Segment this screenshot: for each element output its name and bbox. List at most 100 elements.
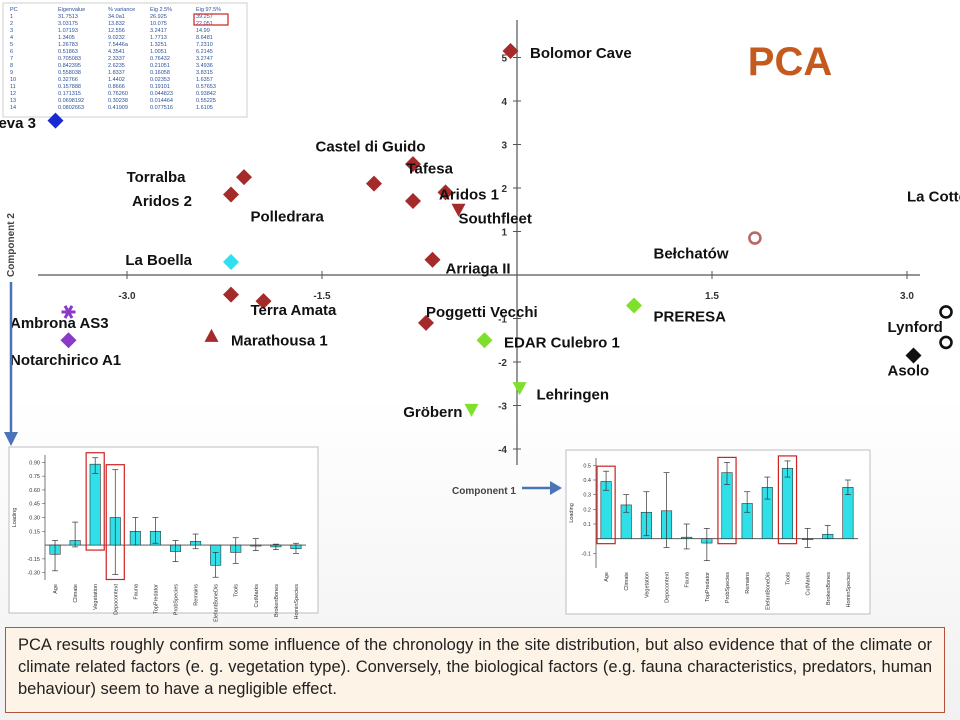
data-point xyxy=(476,332,493,349)
y-tick-label: -4 xyxy=(498,445,507,456)
table-header-cell: Eig 2.5% xyxy=(150,7,172,13)
table-cell: 8 xyxy=(10,63,13,69)
table-cell: 1.7713 xyxy=(150,35,167,41)
data-point xyxy=(204,328,219,342)
inset-y-tick-label: -0.15 xyxy=(27,557,40,563)
table-cell: 4.3541 xyxy=(108,49,125,55)
table-cell: 14.99 xyxy=(196,28,210,34)
table-header-cell: Eigenvalue xyxy=(58,7,85,13)
data-point xyxy=(502,42,519,59)
y-tick-label: 5 xyxy=(501,54,507,65)
inset-y-tick-label: -0.1 xyxy=(582,551,591,557)
point-label: La Cotte xyxy=(907,189,960,206)
inset-category-label: BrokenBones xyxy=(274,584,280,617)
table-cell: 6 xyxy=(10,49,13,55)
table-cell: 0.171315 xyxy=(58,91,81,97)
inset-category-label: TopPredator xyxy=(153,584,159,614)
table-cell: 3.8315 xyxy=(196,70,213,76)
table-cell: 0.76260 xyxy=(108,91,128,97)
table-cell: 0.157888 xyxy=(58,84,81,90)
table-cell: 0.558038 xyxy=(58,70,81,76)
table-cell: 12 xyxy=(10,91,16,97)
point-label: Fuente Nueva 3 xyxy=(0,115,36,132)
point-label: PRERESA xyxy=(654,308,727,325)
inset-y-tick-label: 0.5 xyxy=(583,463,591,469)
pca-scatter-chart: -6.0-4.5-3.0-1.51.53.04.56.054321-1-2-3-… xyxy=(0,20,960,497)
table-cell: 22.051 xyxy=(196,21,213,27)
asterisk-stroke xyxy=(63,305,74,319)
conclusion-caption: PCA results roughly confirm some influen… xyxy=(5,627,945,713)
data-point xyxy=(223,286,239,303)
inset-y-tick-label: 0.90 xyxy=(29,460,40,466)
point-label: Aridos 1 xyxy=(439,187,499,204)
inset-y-tick-label: 0.30 xyxy=(29,516,40,522)
table-cell: 10.075 xyxy=(150,21,167,27)
table-cell: 0.32766 xyxy=(58,77,78,83)
point-label: Ambrona AS3 xyxy=(10,315,109,332)
table-cell: 0.044823 xyxy=(150,91,173,97)
slide-title: PCA xyxy=(748,40,832,84)
point-label: Asolo xyxy=(888,363,930,380)
point-label: Southfleet xyxy=(459,210,532,227)
inset-y-tick-label: 0.45 xyxy=(29,502,40,508)
inset-y-tick-label: 0.60 xyxy=(29,488,40,494)
inset-y-tick-label: 0.1 xyxy=(583,522,591,528)
table-cell: 1.0051 xyxy=(150,49,167,55)
table-cell: 1.26783 xyxy=(58,42,78,48)
table-cell: 39.257 xyxy=(196,14,213,20)
x-tick-label: 1.5 xyxy=(705,291,719,302)
table-cell: 0.705083 xyxy=(58,56,81,62)
inset-category-label: Vegetation xyxy=(644,572,650,598)
point-label: La Boella xyxy=(125,252,192,269)
table-cell: 2 xyxy=(10,21,13,27)
point-label: Torralba xyxy=(127,169,187,186)
inset-y-tick-label: 0.4 xyxy=(583,478,591,484)
inset-category-label: Climate xyxy=(624,572,630,591)
data-point xyxy=(405,156,421,173)
table-cell: 14 xyxy=(10,105,16,111)
table-cell: 1 xyxy=(10,14,13,20)
table-cell: 7.5446a xyxy=(108,42,129,48)
loading-bar xyxy=(781,467,794,539)
data-point xyxy=(61,305,76,319)
highlight-box xyxy=(596,465,616,545)
inset-y-tick-label: -0.30 xyxy=(27,571,40,577)
table-cell: 8.6481 xyxy=(196,35,213,41)
table-cell: 7.2310 xyxy=(196,42,213,48)
point-label: Lehringen xyxy=(537,387,610,404)
data-point xyxy=(47,112,64,129)
eigenvalue-table: PC Eigenvalue % variance Eig 2.5% Eig 97.5% 1… xyxy=(2,2,248,118)
table-cell: 0.16058 xyxy=(150,70,170,76)
table-cell: 2.3337 xyxy=(108,56,125,62)
table-cell: 0.76432 xyxy=(150,56,170,62)
point-label: Bełchatów xyxy=(654,245,729,262)
table-cell: 1.8337 xyxy=(108,70,125,76)
data-point xyxy=(60,332,77,349)
table-cell: 12.556 xyxy=(108,28,125,34)
table-cell: 4 xyxy=(10,35,13,41)
inset-y-tick-label: 0.3 xyxy=(583,493,591,499)
table-header-cell: % variance xyxy=(108,7,135,13)
y-tick-label: -3 xyxy=(498,402,507,413)
inset-category-label: CutMarks xyxy=(254,584,260,608)
y-tick-label: -1 xyxy=(498,315,507,326)
loadings-chart-component-1: 0.5 0.4 0.3 0.2 0.1 -0.1 Loading Age Climate Vege… xyxy=(565,449,871,615)
table-cell: 0.014464 xyxy=(150,98,173,104)
point-label: EDAR Culebro 1 xyxy=(504,334,620,351)
data-point xyxy=(223,186,239,203)
point-label: Tafesa xyxy=(407,160,454,177)
inset-category-label: Vegetation xyxy=(93,584,99,610)
table-cell: 6.2145 xyxy=(196,49,213,55)
x-tick-label: 3.0 xyxy=(900,291,914,302)
loadings-chart-component-2: 0.90 0.75 0.60 0.45 0.30 0.15 -0.15 -0.30 Loadin… xyxy=(8,446,319,622)
y-axis-title: Component 2 xyxy=(6,213,17,277)
x-tick-label: -1.5 xyxy=(313,291,331,302)
table-cell: 0.93842 xyxy=(196,91,216,97)
table-cell: 3 xyxy=(10,28,13,34)
point-label: Notarchirico A1 xyxy=(10,352,121,369)
data-point xyxy=(464,403,479,417)
data-point xyxy=(223,253,239,270)
table-cell: 0.077516 xyxy=(150,105,173,111)
table-cell: 3.4936 xyxy=(196,63,213,69)
inset-category-label: Remains xyxy=(194,584,200,606)
